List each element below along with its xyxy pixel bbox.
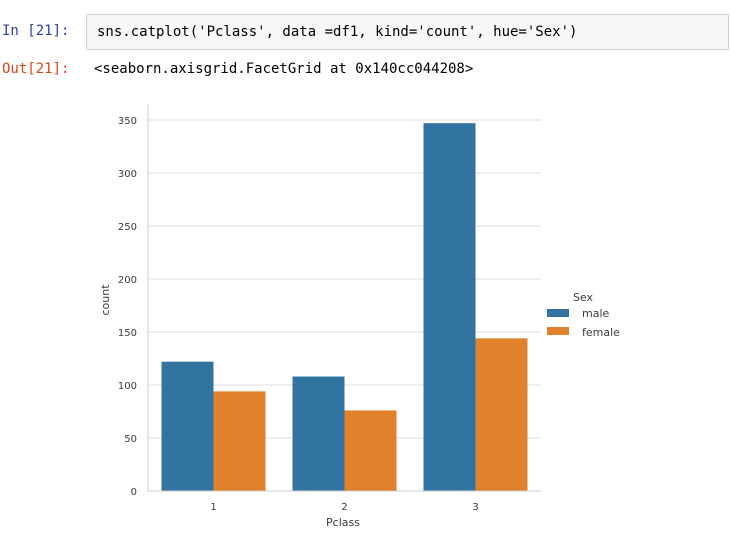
y-axis-label: count — [99, 284, 112, 316]
y-tick-label: 150 — [118, 328, 137, 339]
legend: Sex male female — [547, 291, 620, 339]
bar-female-1 — [213, 391, 266, 491]
bar-female-3 — [475, 338, 528, 491]
y-tick-label: 350 — [118, 116, 137, 127]
bar-female-2 — [344, 410, 397, 491]
x-axis-label: Pclass — [326, 516, 360, 529]
code-text[interactable]: sns.catplot('Pclass', data =df1, kind='c… — [97, 24, 578, 40]
y-tick-label: 0 — [131, 487, 137, 498]
axes — [147, 104, 541, 492]
input-prompt: In [21]: — [2, 23, 70, 39]
y-tick-label: 200 — [118, 275, 137, 286]
code-cell-input[interactable]: sns.catplot('Pclass', data =df1, kind='c… — [86, 14, 729, 50]
legend-label-male: male — [582, 307, 610, 320]
legend-title: Sex — [573, 291, 594, 304]
output-text: <seaborn.axisgrid.FacetGrid at 0x140cc04… — [94, 61, 474, 77]
x-tick-label: 1 — [210, 502, 216, 513]
y-tick-label: 50 — [124, 434, 137, 445]
x-tick-label: 2 — [341, 502, 347, 513]
x-tick-label: 3 — [472, 502, 478, 513]
y-tick-label: 250 — [118, 222, 137, 233]
legend-swatch-male — [547, 309, 569, 317]
bar-male-2 — [292, 376, 345, 491]
legend-label-female: female — [582, 326, 620, 339]
bar-male-3 — [423, 123, 476, 492]
y-tick-labels: 0 50 100 150 200 250 300 350 — [118, 116, 137, 498]
y-tick-label: 100 — [118, 381, 137, 392]
y-tick-label: 300 — [118, 169, 137, 180]
legend-swatch-female — [547, 327, 569, 335]
bars — [161, 123, 528, 492]
x-tick-labels: 1 2 3 — [210, 502, 478, 513]
bar-male-1 — [161, 361, 214, 491]
output-prompt: Out[21]: — [2, 61, 70, 77]
